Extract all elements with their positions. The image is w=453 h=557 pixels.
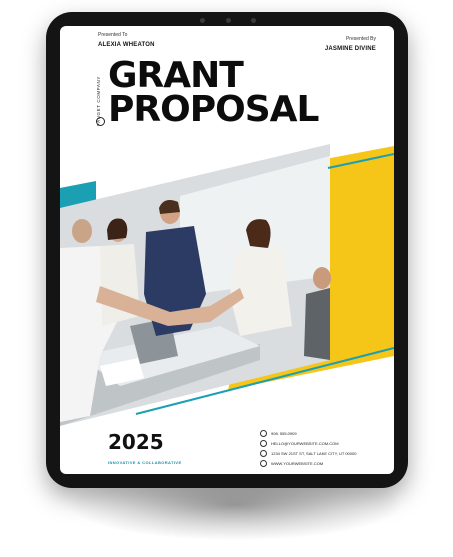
proposal-year: 2025 <box>108 430 164 454</box>
teal-line-bottom <box>135 347 394 415</box>
camera-dot <box>200 17 205 23</box>
person-center-woman-hair <box>246 219 271 248</box>
email-icon <box>260 440 267 447</box>
person-woman-hair <box>107 218 128 240</box>
contact-address-text: 1234 SW 21ST ST, SALT LAKE CITY, UT 0000… <box>271 451 357 456</box>
title-line-1: GRANT <box>108 55 244 96</box>
proposal-cover: Presented To ALEXIA WHEATON Presented By… <box>60 26 394 474</box>
camera-dot <box>251 17 256 23</box>
handshake-arms <box>96 286 244 326</box>
presented-to-label: Presented To <box>98 32 128 38</box>
phone-icon <box>260 430 267 437</box>
teal-line-top <box>327 153 394 169</box>
contact-website-text: WWW.YOURWEBSITE.COM <box>271 461 324 466</box>
contact-email: HELLO@YOURWEBSITE.COM.COM <box>260 440 339 447</box>
title-line-2: PROPOSAL <box>108 89 319 130</box>
contact-phone: 908. 555.0909 <box>260 430 297 437</box>
person-center-woman-body <box>230 246 292 336</box>
globe-icon <box>96 117 105 126</box>
desk <box>60 344 260 426</box>
presented-by-name: JASMINE DIVINE <box>324 46 376 52</box>
tagline: INNOVATIVE & COLLABORATIVE <box>108 460 182 465</box>
contact-phone-text: 908. 555.0909 <box>271 431 297 436</box>
person-right-head <box>313 267 331 289</box>
desk-papers <box>100 358 144 386</box>
person-right-body <box>304 288 330 360</box>
contact-address: 1234 SW 21ST ST, SALT LAKE CITY, UT 0000… <box>260 450 356 457</box>
person-man-hair <box>159 200 180 214</box>
cover-artwork <box>60 144 394 426</box>
presented-by-label: Presented By <box>345 36 376 42</box>
web-icon <box>260 460 267 467</box>
location-icon <box>260 450 267 457</box>
contact-website: WWW.YOURWEBSITE.COM <box>260 460 323 467</box>
contact-email-text: HELLO@YOURWEBSITE.COM.COM <box>271 441 339 446</box>
camera-dot <box>225 17 231 23</box>
person-left-head <box>72 219 92 243</box>
camera-bar <box>200 16 256 24</box>
presented-to-name: ALEXIA WHEATON <box>98 42 155 48</box>
